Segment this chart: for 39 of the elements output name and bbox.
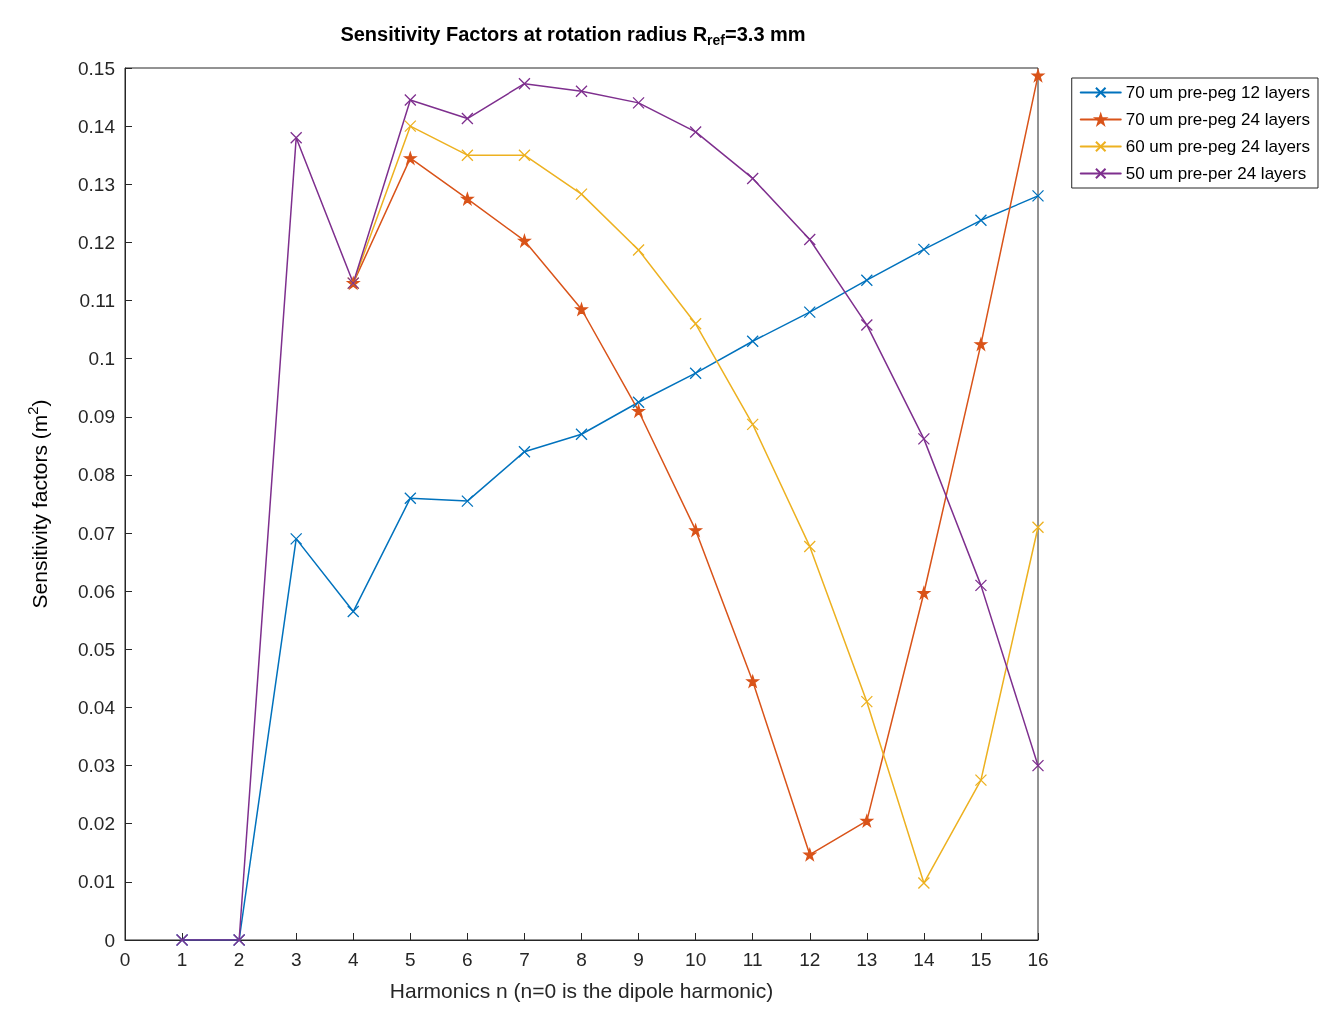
y-tick-label: 0 [104,929,115,951]
legend-label: 70 um pre-peg 12 layers [1125,83,1311,102]
y-tick-label: 0.04 [78,696,116,718]
legend-label: 50 um pre-per 24 layers [1125,164,1307,183]
y-tick-label: 0.06 [78,580,115,602]
y-tick-label: 0.12 [78,231,115,253]
y-tick-label: 0.08 [78,464,115,486]
y-tick-label: 0.03 [78,755,115,777]
x-tick-label: 13 [856,949,878,970]
x-tick-label: 1 [176,949,188,970]
y-axis-title: Sensitivity factors (m2) [24,399,51,609]
y-tick-label: 0.11 [79,290,115,312]
x-axis-title: Harmonics n (n=0 is the dipole harmonic) [389,979,774,1002]
x-tick-label: 7 [519,949,530,970]
x-tick-label: 8 [576,949,587,970]
y-tick-label: 0.09 [78,406,115,428]
y-tick-label: 0.02 [78,813,115,835]
y-tick-label: 0.1 [88,348,115,370]
y-tick-label: 0.13 [78,173,115,195]
x-tick-label: 2 [233,949,245,970]
y-tick-label: 0.07 [78,522,115,544]
x-tick-label: 3 [290,949,302,970]
x-tick-label: 16 [1027,949,1049,970]
legend-label: 70 um pre-peg 24 layers [1125,110,1311,129]
x-tick-label: 6 [462,949,473,970]
x-tick-label: 15 [970,949,992,970]
legend-label: 60 um pre-peg 24 layers [1125,137,1311,156]
y-tick-label: 0.14 [78,115,116,137]
x-tick-label: 9 [633,949,644,970]
x-tick-label: 12 [799,949,821,970]
x-tick-label: 11 [742,949,763,970]
x-tick-label: 10 [685,949,707,970]
x-tick-label: 5 [405,949,416,970]
x-tick-label: 14 [913,949,935,970]
y-tick-label: 0.01 [78,871,115,893]
x-tick-label: 4 [347,949,359,970]
y-tick-label: 0.15 [78,57,115,79]
y-tick-label: 0.05 [78,638,115,660]
x-tick-label: 0 [119,949,131,970]
